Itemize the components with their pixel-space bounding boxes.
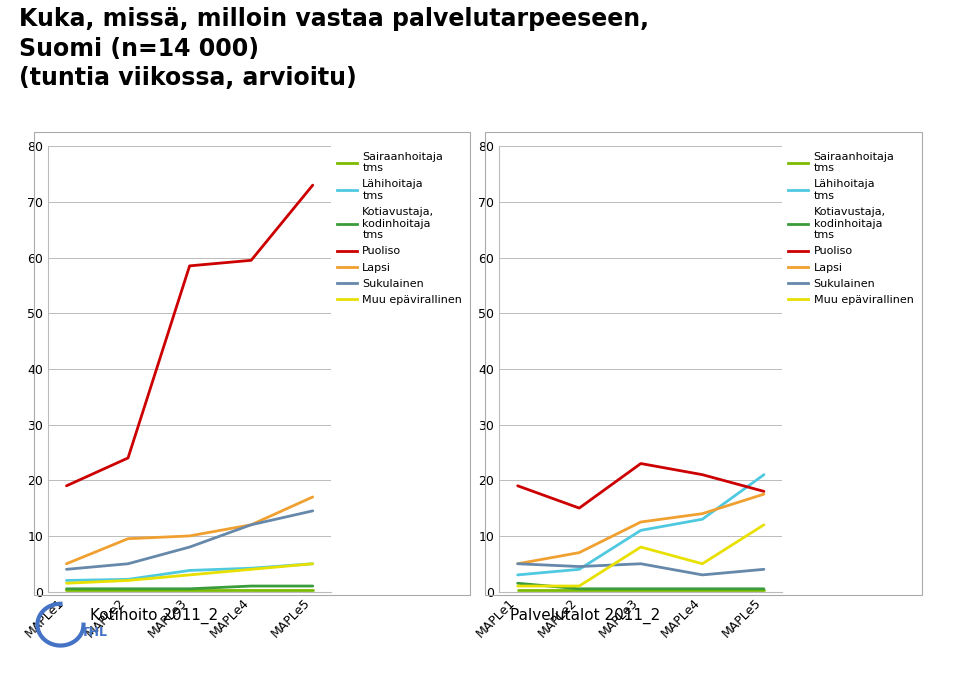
Text: THL: THL (82, 626, 108, 639)
Legend: Sairaanhoitaja
tms, Lähihoitaja
tms, Kotiavustaja,
kodinhoitaja
tms, Puoliso, La: Sairaanhoitaja tms, Lähihoitaja tms, Kot… (788, 152, 913, 305)
Text: 19: 19 (935, 672, 950, 685)
Legend: Sairaanhoitaja
tms, Lähihoitaja
tms, Kotiavustaja,
kodinhoitaja
tms, Puoliso, La: Sairaanhoitaja tms, Lähihoitaja tms, Kot… (337, 152, 462, 305)
Text: Kotihoito 2011_2: Kotihoito 2011_2 (89, 608, 218, 624)
Text: 24.4.2012: 24.4.2012 (10, 672, 73, 685)
Text: Kuka, missä, milloin vastaa palvelutarpeeseen,
Suomi (n=14 000)
(tuntia viikossa: Kuka, missä, milloin vastaa palvelutarpe… (19, 7, 649, 90)
Text: Harriet.finne-soveri@thl.fi, Ikäihmisten palvelut/PALO, THL: Harriet.finne-soveri@thl.fi, Ikäihmisten… (298, 672, 662, 685)
Text: Palvelutalot 2011_2: Palvelutalot 2011_2 (511, 608, 660, 624)
